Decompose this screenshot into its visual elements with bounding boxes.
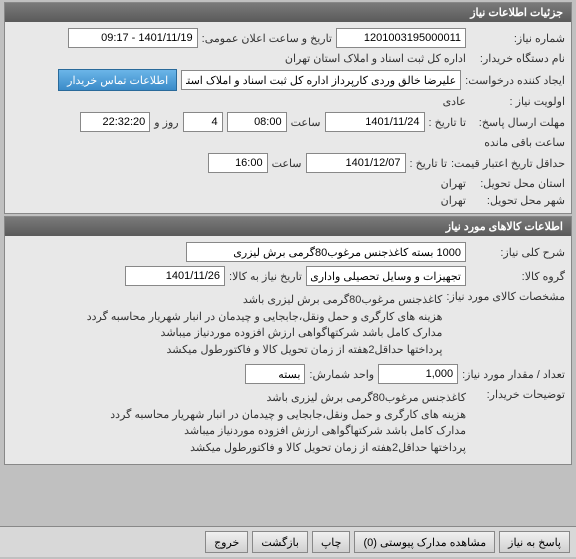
row-need-number: شماره نیاز: تاریخ و ساعت اعلان عمومی: (11, 26, 565, 50)
spec-text: کاغذجنس مرغوب80گرمی برش لیزری باشد هزینه… (87, 290, 443, 360)
province-value: تهران (441, 177, 466, 190)
goods-info-panel: اطلاعات کالاهای مورد نیاز شرح کلی نیاز: … (4, 216, 572, 465)
validity-time-label: ساعت (272, 157, 302, 170)
qty-label: تعداد / مقدار مورد نیاز: (462, 368, 565, 381)
remaining-label: ساعت باقی مانده (484, 136, 565, 149)
deadline-date-input[interactable] (325, 112, 425, 132)
need-date-label: تاریخ نیاز به کالا: (229, 270, 302, 283)
creator-label: ایجاد کننده درخواست: (465, 74, 565, 87)
group-input[interactable] (306, 266, 466, 286)
group-label: گروه کالا: (470, 270, 565, 283)
row-city: شهر محل تحویل: تهران (11, 192, 565, 209)
validity-time-input[interactable] (208, 153, 268, 173)
days-input[interactable] (183, 112, 223, 132)
need-details-body: شماره نیاز: تاریخ و ساعت اعلان عمومی: نا… (5, 22, 571, 213)
desc-input[interactable] (186, 242, 466, 262)
province-label: استان محل تحویل: (470, 177, 565, 190)
row-qty: تعداد / مقدار مورد نیاز: واحد شمارش: (11, 362, 565, 386)
announce-label: تاریخ و ساعت اعلان عمومی: (202, 32, 332, 45)
creator-input[interactable] (181, 70, 461, 90)
exit-button[interactable]: خروج (205, 531, 248, 553)
row-province: استان محل تحویل: تهران (11, 175, 565, 192)
desc-label: شرح کلی نیاز: (470, 246, 565, 259)
goods-info-header: اطلاعات کالاهای مورد نیاز (5, 217, 571, 236)
validity-to-date-label: تا تاریخ : (410, 157, 447, 170)
row-group: گروه کالا: تاریخ نیاز به کالا: (11, 264, 565, 288)
need-number-label: شماره نیاز: (470, 32, 565, 45)
row-buyer-notes: توضیحات خریدار: کاغذجنس مرغوب80گرمی برش … (11, 386, 565, 460)
bottom-toolbar: پاسخ به نیاز مشاهده مدارک پیوستی (0) چاپ… (0, 526, 576, 557)
deadline-label: مهلت ارسال پاسخ: (470, 116, 565, 129)
row-desc: شرح کلی نیاز: (11, 240, 565, 264)
row-deadline: مهلت ارسال پاسخ: تا تاریخ : ساعت روز و س… (11, 110, 565, 151)
deadline-time-input[interactable] (227, 112, 287, 132)
city-value: تهران (441, 194, 466, 207)
buyer-notes-text: کاغذجنس مرغوب80گرمی برش لیزری باشد هزینه… (110, 388, 466, 458)
respond-button[interactable]: پاسخ به نیاز (499, 531, 570, 553)
need-number-input[interactable] (336, 28, 466, 48)
buyer-label: نام دستگاه خریدار: (470, 52, 565, 65)
row-creator: ایجاد کننده درخواست: اطلاعات تماس خریدار (11, 67, 565, 93)
days-label: روز و (154, 116, 178, 129)
qty-input[interactable] (378, 364, 458, 384)
need-details-panel: جزئیات اطلاعات نیاز شماره نیاز: تاریخ و … (4, 2, 572, 214)
need-details-header: جزئیات اطلاعات نیاز (5, 3, 571, 22)
priority-value: عادی (443, 95, 466, 108)
contact-buyer-button[interactable]: اطلاعات تماس خریدار (58, 69, 177, 91)
announce-input[interactable] (68, 28, 198, 48)
row-spec: مشخصات کالای مورد نیاز: کاغذجنس مرغوب80گ… (11, 288, 565, 362)
deadline-time-label: ساعت (291, 116, 321, 129)
goods-info-body: شرح کلی نیاز: گروه کالا: تاریخ نیاز به ک… (5, 236, 571, 464)
validity-label: حداقل تاریخ اعتبار قیمت: (451, 157, 565, 170)
to-date-label: تا تاریخ : (429, 116, 466, 129)
remaining-time-input[interactable] (80, 112, 150, 132)
unit-input[interactable] (245, 364, 305, 384)
buyer-value: اداره کل ثبت اسناد و املاک استان تهران (285, 52, 466, 65)
need-date-input[interactable] (125, 266, 225, 286)
buyer-notes-label: توضیحات خریدار: (470, 388, 565, 401)
row-buyer: نام دستگاه خریدار: اداره کل ثبت اسناد و … (11, 50, 565, 67)
attachments-button[interactable]: مشاهده مدارک پیوستی (0) (354, 531, 495, 553)
spec-label: مشخصات کالای مورد نیاز: (446, 290, 565, 303)
validity-date-input[interactable] (306, 153, 406, 173)
city-label: شهر محل تحویل: (470, 194, 565, 207)
priority-label: اولویت نیاز : (470, 95, 565, 108)
unit-label: واحد شمارش: (309, 368, 374, 381)
back-button[interactable]: بازگشت (252, 531, 308, 553)
row-validity: حداقل تاریخ اعتبار قیمت: تا تاریخ : ساعت (11, 151, 565, 175)
row-priority: اولویت نیاز : عادی (11, 93, 565, 110)
print-button[interactable]: چاپ (312, 531, 351, 553)
